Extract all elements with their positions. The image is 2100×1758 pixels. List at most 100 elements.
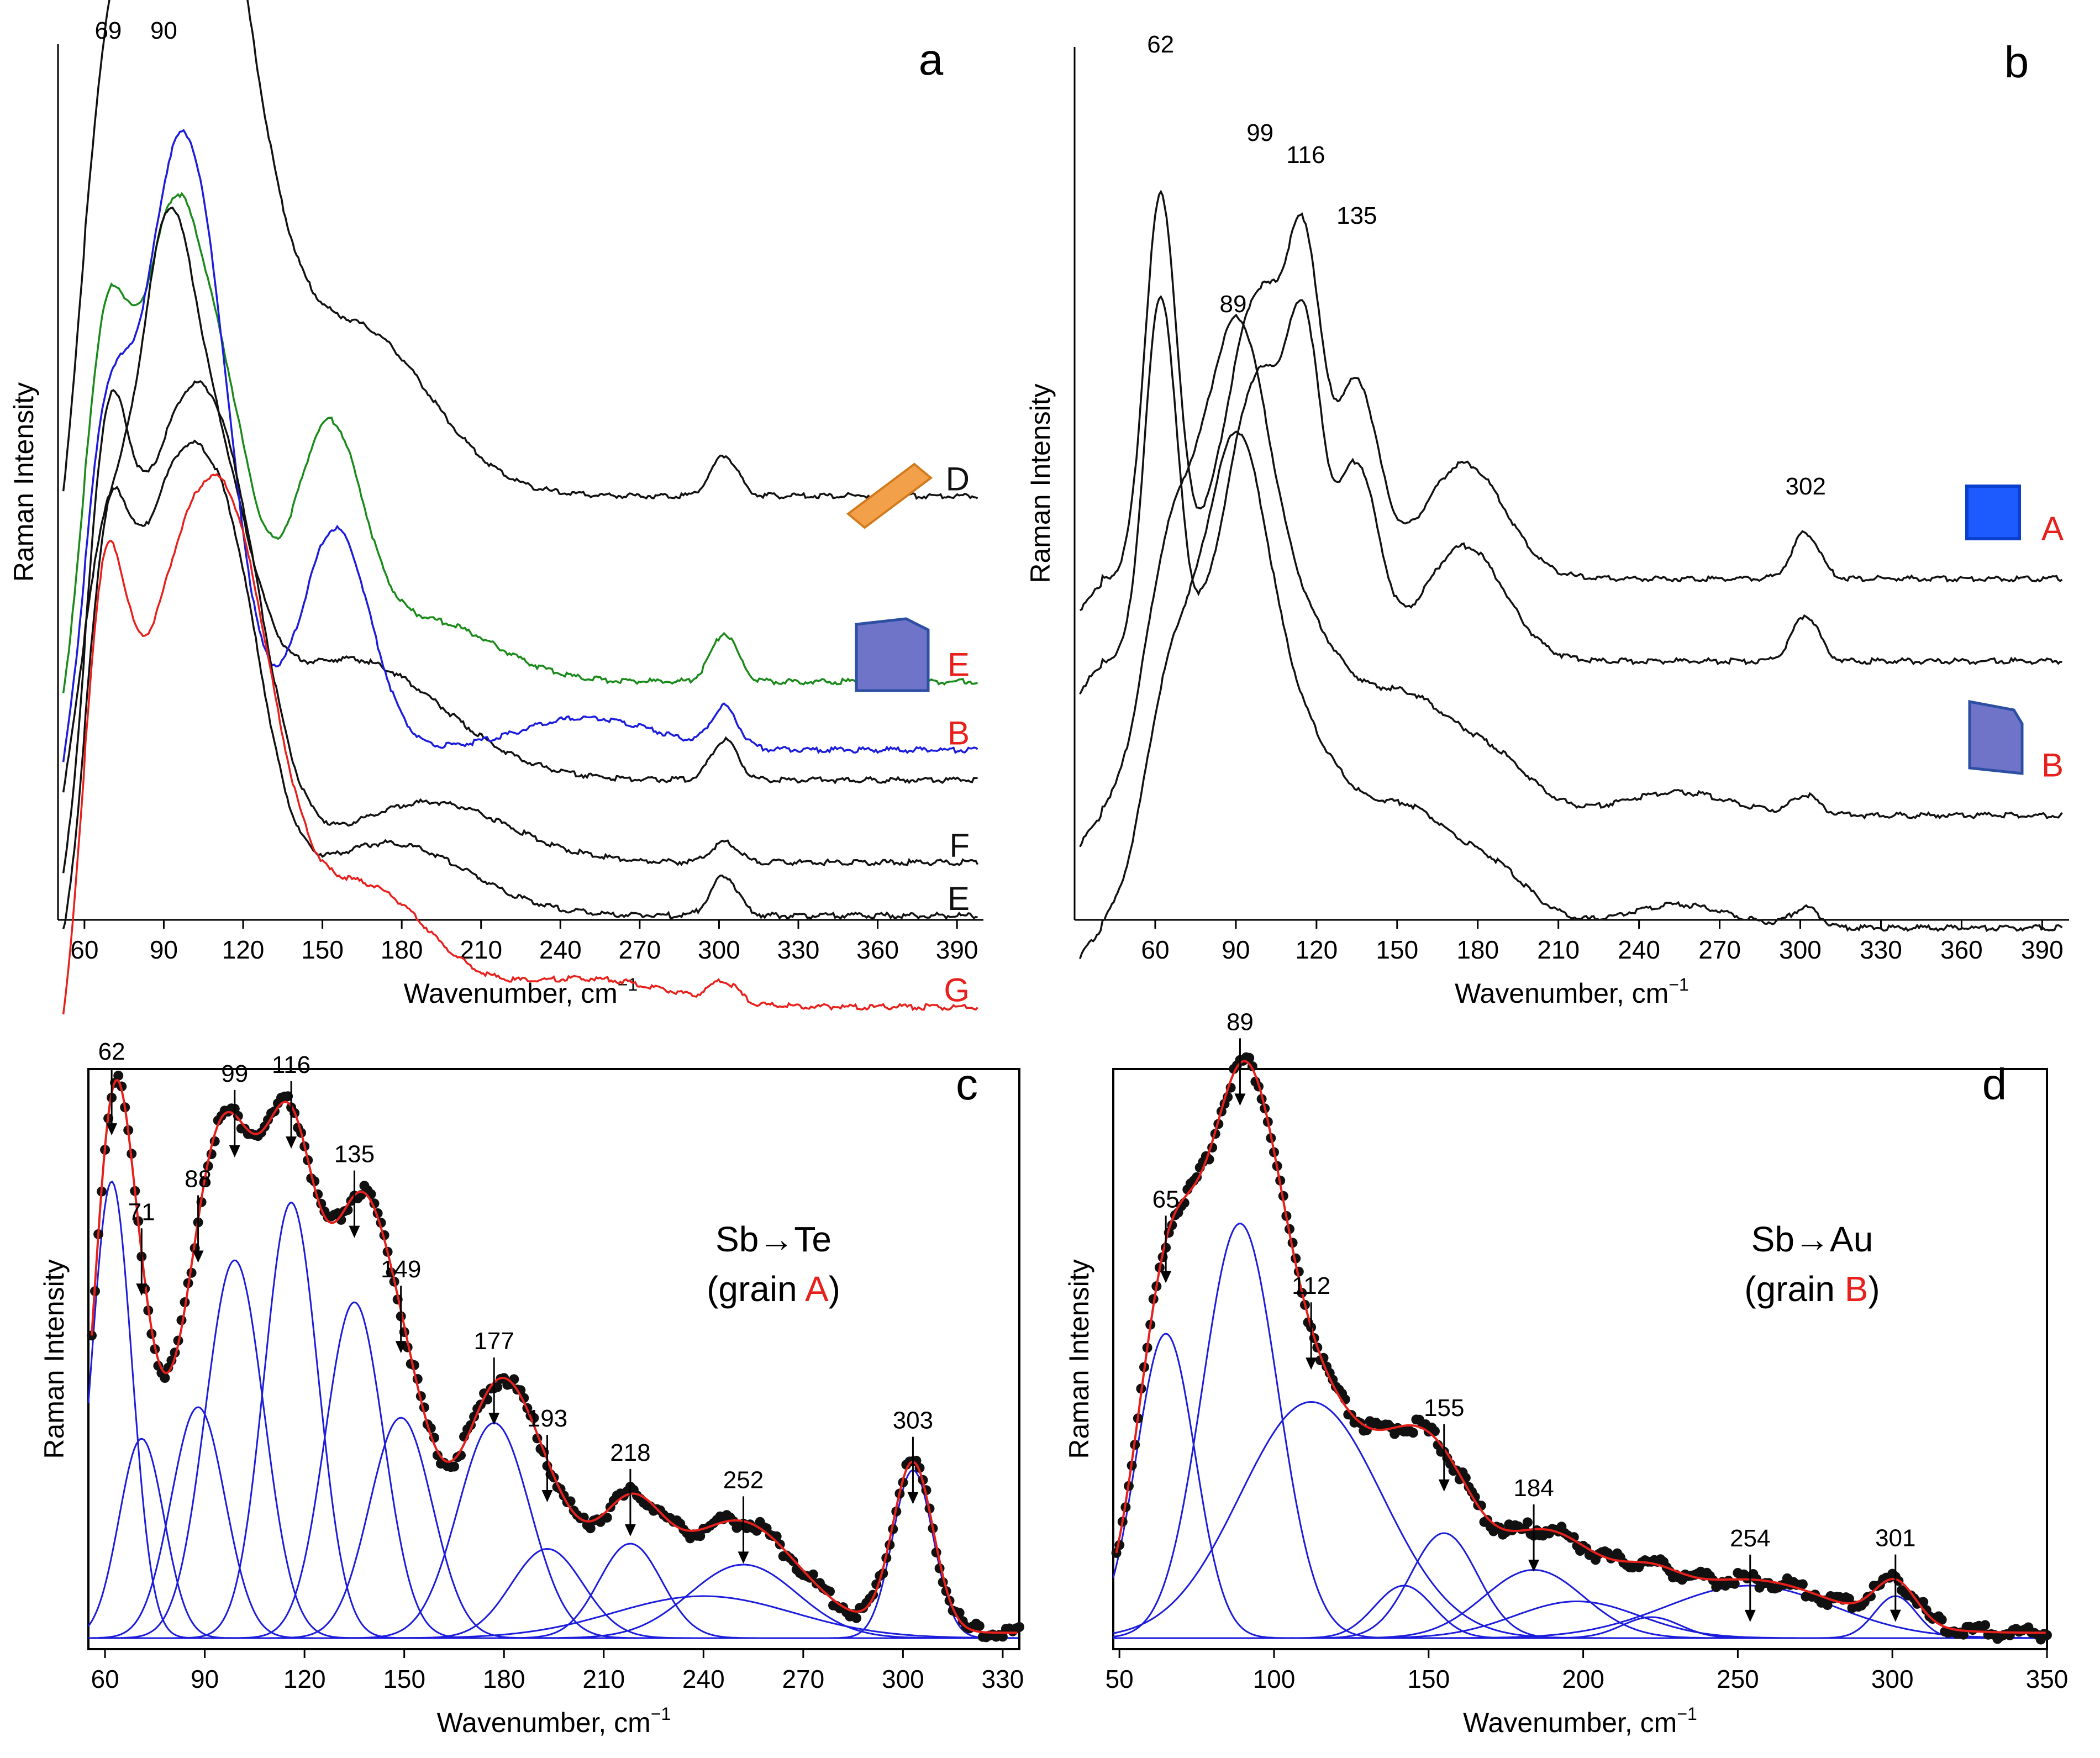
- series-line: [62, 0, 978, 500]
- x-axis-title: Wavenumber, cm−1: [1463, 1704, 1697, 1738]
- peak-label: 135: [1336, 202, 1377, 229]
- fit-component: [1113, 1401, 2046, 1639]
- peak-label: 301: [1875, 1525, 1915, 1552]
- peak-arrow-head: [1160, 1271, 1172, 1283]
- x-tick-label: 120: [1295, 935, 1338, 964]
- annotation-grain: (grain B): [1744, 1269, 1880, 1309]
- peak-label: 99: [221, 1060, 248, 1087]
- data-point: [1918, 1597, 1929, 1607]
- x-tick-label: 270: [1698, 935, 1741, 964]
- fit-component: [88, 1543, 1018, 1639]
- x-tick-label: 270: [782, 1665, 824, 1693]
- trace-label: E: [948, 646, 970, 683]
- peak-label: 218: [610, 1439, 650, 1466]
- crystal-orange-icon: [846, 462, 933, 529]
- peak-label: 89: [1220, 291, 1247, 318]
- data-point: [1822, 1600, 1833, 1610]
- data-point: [1014, 1622, 1024, 1632]
- panel-d: 50 100 150 200 250 300 350 Wavenumber, cm−1 Rama…: [1064, 1008, 2068, 1738]
- x-tick-label: 300: [1779, 935, 1822, 964]
- peak-label: 252: [723, 1466, 764, 1493]
- x-tick-label: 90: [191, 1665, 219, 1693]
- data-point: [1430, 1426, 1440, 1436]
- peak-arrow-head: [624, 1524, 636, 1536]
- x-tick-label: 300: [698, 935, 740, 964]
- data-point: [1729, 1578, 1740, 1589]
- fit-component: [88, 1406, 1018, 1639]
- crystal-cube-icon: [1965, 485, 2021, 540]
- peak-label: 112: [1292, 1272, 1330, 1299]
- x-tick-label: 240: [539, 935, 582, 964]
- x-tick-label: 120: [283, 1665, 326, 1693]
- peak-label: 89: [1227, 1008, 1254, 1035]
- data-point: [1866, 1591, 1876, 1602]
- fit-component: [88, 1417, 1018, 1639]
- data-point: [1470, 1492, 1480, 1502]
- data-point: [1844, 1593, 1854, 1604]
- peak-arrow-head: [286, 1136, 297, 1149]
- data-point: [808, 1569, 818, 1580]
- trace-label: G: [944, 972, 970, 1009]
- peak-arrow-head: [1744, 1609, 1756, 1622]
- x-tick-label: 180: [381, 935, 423, 964]
- annotation-grain-letter: A: [805, 1269, 829, 1309]
- plot-frame: [1112, 1068, 2048, 1650]
- y-axis-title: Raman Intensity: [39, 1259, 70, 1459]
- x-axis-title-sup: −1: [618, 975, 638, 994]
- panel-a: 60 90 120 150 180 210 240 270 300 330 360 390Wavenu…: [8, 0, 983, 1015]
- peak-arrow-head: [136, 1283, 148, 1296]
- fit-component: [88, 1595, 1018, 1639]
- fit-component: [1113, 1601, 2046, 1639]
- series-line: [1079, 430, 2063, 960]
- trace-label: B: [2041, 747, 2064, 784]
- data-point: [974, 1621, 985, 1631]
- peak-label: 155: [1424, 1394, 1464, 1422]
- x-tick-label: 300: [882, 1665, 924, 1693]
- data-point: [1936, 1614, 1947, 1625]
- y-axis-title: Raman Intensity: [8, 382, 39, 582]
- peak-arrow-head: [192, 1250, 204, 1263]
- series-line: [62, 206, 978, 793]
- x-tick-label: 330: [777, 935, 820, 964]
- data-point: [160, 1373, 170, 1383]
- peak-arrow-head: [488, 1413, 500, 1425]
- x-tick-label: 390: [2021, 935, 2064, 964]
- fit-component: [1113, 1223, 2046, 1639]
- series-line: [62, 439, 978, 929]
- peak-label: 62: [1147, 31, 1174, 58]
- peak-label: 135: [334, 1141, 375, 1168]
- data-point: [449, 1461, 459, 1472]
- series-line: [1079, 313, 2063, 848]
- series-line: [62, 192, 978, 693]
- x-tick-label: 150: [383, 1665, 425, 1693]
- data-point: [1797, 1579, 1808, 1589]
- data-point: [1980, 1620, 1991, 1630]
- x-tick-label: 60: [91, 1665, 119, 1693]
- data-point: [2042, 1630, 2052, 1640]
- fit-sum-line: [1115, 1060, 2046, 1634]
- peak-arrow-head: [1306, 1357, 1317, 1370]
- fit-component: [87, 1438, 1018, 1639]
- x-tick-label: 100: [1253, 1665, 1296, 1693]
- x-tick-label: 330: [982, 1665, 1024, 1693]
- x-tick-label: 350: [2026, 1665, 2069, 1693]
- y-axis-title: Raman Intensity: [1064, 1259, 1094, 1459]
- series-line: [62, 380, 979, 873]
- peak-arrow-head: [349, 1225, 360, 1238]
- x-tick-label: 210: [460, 935, 502, 964]
- peak-label: 149: [381, 1256, 421, 1283]
- peak-label: 177: [473, 1328, 514, 1355]
- x-axis-title-sup: −1: [1669, 975, 1688, 994]
- fit-component: [1113, 1595, 2046, 1639]
- peak-arrow-head: [106, 1123, 118, 1136]
- peak-label: 88: [185, 1166, 212, 1193]
- peak-arrow-head: [907, 1492, 919, 1504]
- peak-arrow-head: [1438, 1479, 1450, 1492]
- x-tick-label: 150: [301, 935, 344, 964]
- data-point: [1244, 1052, 1255, 1063]
- fit-component: [1113, 1569, 2046, 1639]
- x-tick-label: 150: [1407, 1665, 1450, 1693]
- x-tick-label: 50: [1106, 1665, 1134, 1693]
- peak-arrow-head: [395, 1341, 407, 1354]
- peak-label: 90: [150, 17, 177, 44]
